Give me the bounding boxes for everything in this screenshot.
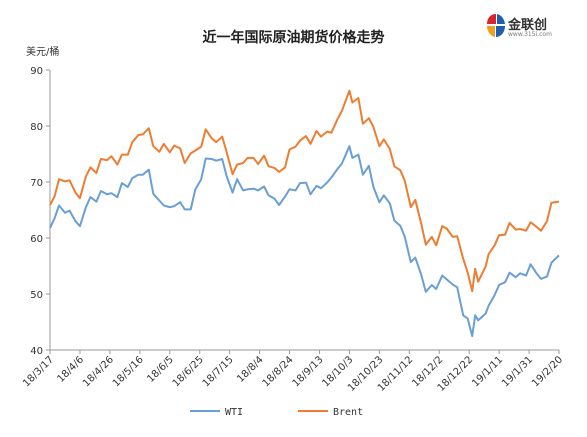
chart-title: 近一年国际原油期货价格走势 [202,30,385,46]
x-tick-label: 19/1/31 [500,354,535,389]
x-tick-label: 18/9/13 [291,354,326,389]
x-tick-label: 18/5/16 [111,354,146,389]
legend-label-wti: WTI [225,407,243,418]
chart-axes [46,69,560,354]
y-tick-label: 80 [30,122,43,133]
brand-url: www.315i.com [508,31,552,38]
y-tick-label: 70 [30,178,43,189]
brand-logo: 金联创 www.315i.com [486,12,581,42]
y-tick-labels: 40 50 60 70 80 90 [30,66,43,357]
x-tick-label: 18/6/25 [171,354,206,389]
brand-name: 金联创 [508,18,548,33]
x-tick-label: 18/3/17 [21,354,56,389]
x-tick-label: 19/2/20 [530,354,565,389]
chart-legend: WTI Brent [190,407,363,418]
y-tick-label: 40 [30,346,43,357]
y-tick-label: 60 [30,234,43,245]
brand-logo-icon [487,14,505,37]
x-tick-label: 18/8/24 [261,354,296,389]
y-tick-label: 50 [30,290,43,301]
y-axis-unit-label: 美元/桶 [26,47,60,58]
series-line-wti [49,145,560,337]
chart-series [49,89,560,337]
series-line-brent [49,89,560,293]
x-tick-label: 18/7/15 [201,354,236,389]
x-tick-label: 18/4/26 [81,354,116,389]
x-tick-label: 19/1/11 [470,354,505,389]
y-tick-label: 90 [30,66,43,77]
legend-label-brent: Brent [333,407,363,418]
